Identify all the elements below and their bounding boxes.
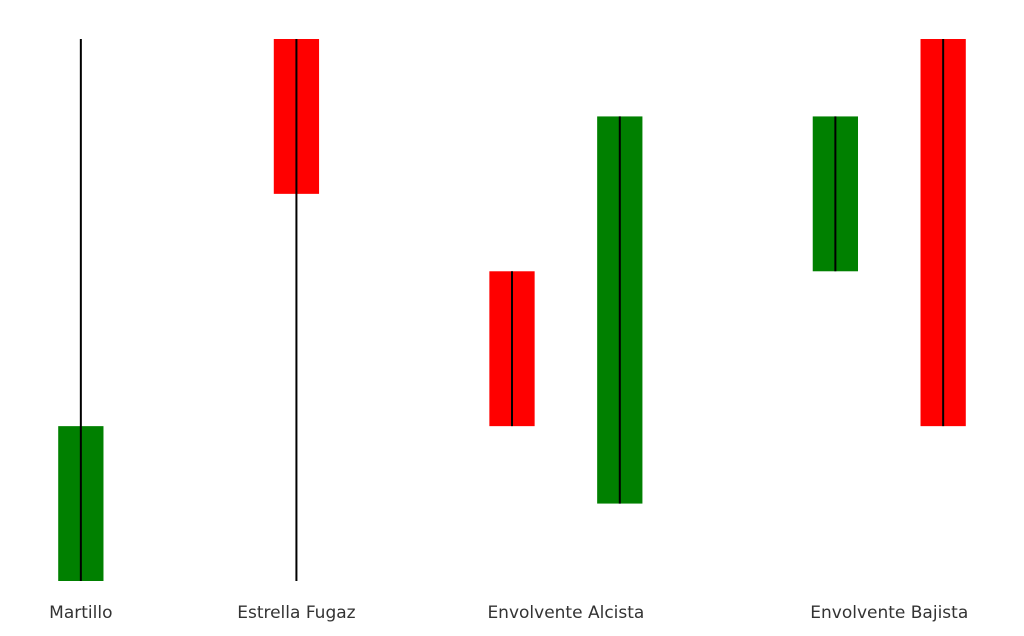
pattern-label: Envolvente Bajista — [810, 603, 968, 623]
pattern-label: Envolvente Alcista — [487, 603, 644, 623]
pattern-label: Martillo — [49, 603, 112, 623]
pattern-label: Estrella Fugaz — [237, 603, 355, 623]
